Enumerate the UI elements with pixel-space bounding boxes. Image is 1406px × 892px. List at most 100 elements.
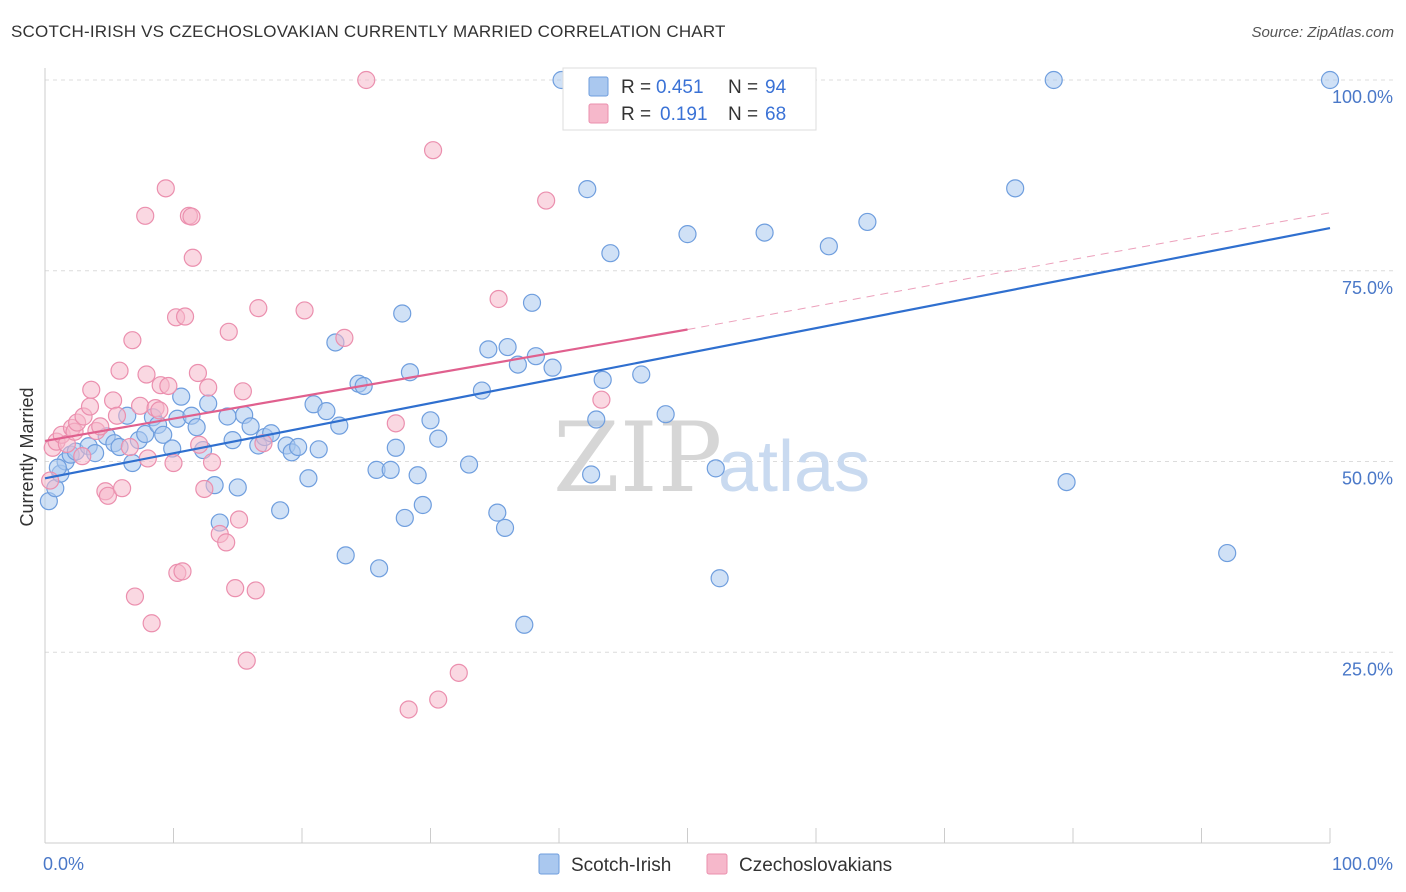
scotch-irish-point	[543, 358, 562, 377]
y-tick-labels: 25.0% 50.0% 75.0% 100.0%	[1332, 87, 1393, 679]
scotch-irish-point	[472, 381, 491, 400]
czechoslovakians-point	[202, 453, 222, 472]
scotch-irish-point	[819, 237, 838, 256]
scotch-irish-point	[582, 465, 601, 484]
czechoslovakians-point	[357, 70, 376, 90]
scotch-irish-point	[187, 418, 206, 437]
y-axis-label: Currently Married	[17, 387, 37, 526]
axis-layer	[44, 68, 1331, 844]
czechoslovakians-point	[82, 380, 101, 399]
czechoslovakians-point	[335, 328, 354, 347]
czechoslovakians-point	[156, 179, 175, 198]
scotch-irish-point	[656, 405, 675, 424]
scotch-irish-point	[601, 244, 620, 263]
scotch-irish-point	[154, 425, 173, 444]
czechoslovakians-point	[164, 453, 183, 473]
watermark: ZIP atlas	[553, 402, 870, 514]
scotch-irish-point	[1057, 473, 1076, 492]
czechoslovakians-point	[537, 191, 556, 210]
scotch-irish-point	[317, 402, 336, 421]
czechoslovakians-point	[150, 401, 169, 420]
bottom-legend-label-czechoslovakians: Czechoslovakians	[739, 855, 892, 876]
scotch-irish-point	[136, 424, 155, 444]
czechoslovakians-point	[592, 390, 611, 409]
scotch-irish-point	[678, 225, 697, 244]
czechoslovakians-trend-extension	[687, 212, 1331, 330]
czechoslovakians-point	[41, 471, 60, 490]
scotch-irish-point	[429, 429, 448, 448]
legend-r-label-czechoslovakians: R =	[621, 104, 651, 125]
scotch-irish-point	[241, 417, 260, 436]
scotch-irish-point	[199, 394, 218, 413]
scotch-irish-point	[289, 437, 308, 457]
czechoslovakians-point	[449, 663, 468, 682]
scotch-irish-point	[459, 455, 479, 474]
czechoslovakians-point	[190, 435, 209, 454]
czechoslovakians-point	[73, 447, 92, 466]
scotch-irish-point	[1006, 179, 1025, 198]
legend-n-value-czechoslovakians: 68	[765, 104, 786, 125]
czechoslovakians-point	[159, 376, 178, 396]
czechoslovakians-point	[104, 391, 123, 410]
scotch-irish-point	[413, 495, 432, 515]
czechoslovakians-point	[98, 486, 118, 505]
czechoslovakians-point	[219, 322, 238, 341]
scotch-irish-point	[1320, 70, 1340, 90]
czechoslovakians-point	[142, 614, 161, 633]
y-tick-label: 75.0%	[1342, 278, 1393, 298]
watermark-atlas: atlas	[718, 427, 870, 507]
czechoslovakians-point	[110, 361, 129, 380]
legend-swatch-scotch-irish	[588, 76, 609, 97]
czechoslovakians-point	[188, 363, 208, 383]
scotch-irish-point	[1044, 70, 1063, 90]
scotch-irish-point	[488, 503, 507, 522]
czechoslovakians-point	[399, 700, 418, 719]
chart-title: SCOTCH-IRISH VS CZECHOSLOVAKIAN CURRENTL…	[11, 22, 726, 41]
scotch-irish-point	[710, 569, 729, 588]
y-tick-label: 25.0%	[1342, 659, 1393, 679]
scotch-irish-point	[299, 469, 318, 488]
czechoslovakians-point	[137, 365, 156, 384]
czechoslovakians-point	[130, 396, 150, 415]
scotch-irish-point	[421, 411, 440, 430]
scotch-irish-point	[578, 180, 597, 199]
czechoslovakians-point	[120, 437, 139, 457]
czechoslovakians-point	[233, 382, 252, 401]
scotch-irish-point	[408, 466, 427, 485]
scotch-irish-point	[395, 508, 414, 528]
bottom-legend: Scotch-Irish Czechoslovakians	[538, 853, 892, 876]
czechoslovakians-point	[112, 479, 132, 498]
scotch-irish-point	[381, 460, 400, 479]
scotch-irish-point	[309, 440, 328, 459]
czechoslovakians-point	[173, 562, 192, 581]
legend-n-label-czechoslovakians: N =	[728, 104, 758, 125]
scotch-irish-point	[479, 340, 498, 359]
czechoslovakians-point	[175, 307, 195, 326]
legend-r-label-scotch-irish: R =	[621, 77, 651, 98]
scotch-irish-point	[393, 304, 412, 323]
scotch-irish-point	[522, 293, 542, 312]
scotch-irish-point	[495, 518, 515, 537]
scotch-irish-point	[370, 559, 389, 578]
scotch-irish-point	[593, 370, 612, 389]
scotch-irish-point	[271, 501, 290, 520]
czechoslovakians-point	[183, 248, 202, 267]
bottom-legend-label-scotch-irish: Scotch-Irish	[571, 855, 671, 876]
czechoslovakians-point	[226, 579, 245, 598]
czechoslovakians-point	[123, 331, 142, 350]
czechoslovakians-trend-line	[44, 328, 688, 442]
scotch-irish-point	[172, 387, 191, 406]
scotch-irish-trend-line	[44, 226, 1331, 480]
scotch-irish-point	[632, 365, 651, 384]
scotch-irish-point	[858, 212, 877, 232]
x-tick-label-max: 100.0%	[1332, 854, 1393, 874]
czechoslovakians-point	[249, 299, 268, 318]
czechoslovakians-point	[136, 206, 155, 225]
legend-r-value-scotch-irish: 0.451	[656, 77, 704, 98]
legend-n-label-scotch-irish: N =	[728, 77, 758, 98]
x-tick-label-min: 0.0%	[43, 854, 84, 874]
watermark-zip: ZIP	[553, 402, 722, 514]
y-tick-label: 100.0%	[1332, 87, 1393, 107]
scotch-irish-point	[755, 223, 774, 242]
